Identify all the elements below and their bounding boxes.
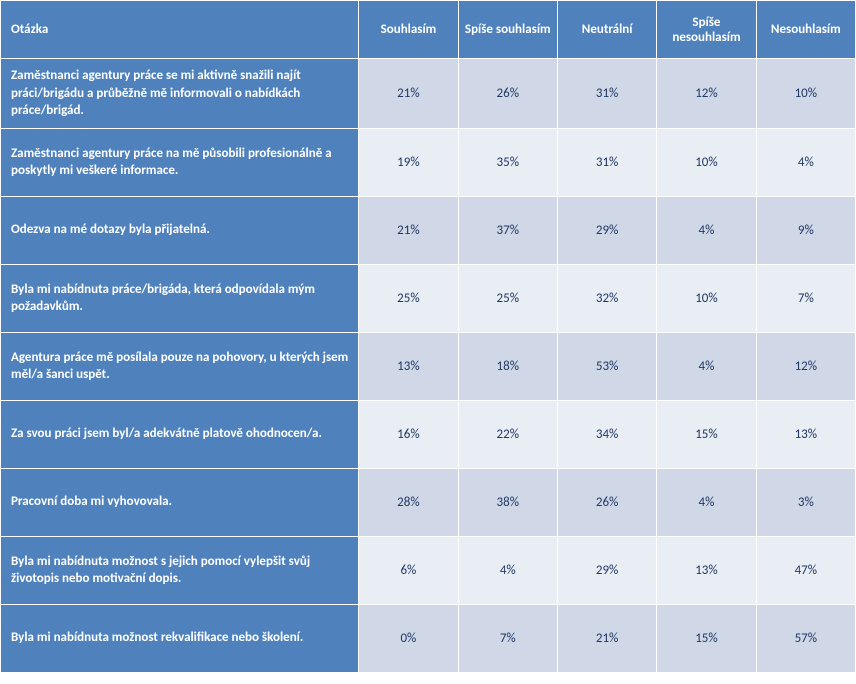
value-cell: 6% (359, 536, 458, 604)
value-cell: 21% (359, 196, 458, 264)
value-cell: 15% (657, 604, 756, 672)
survey-table: Otázka Souhlasím Spíše souhlasím Neutrál… (0, 0, 856, 673)
value-cell: 16% (359, 400, 458, 468)
value-cell: 18% (458, 332, 557, 400)
table-row: Zaměstnanci agentury práce na mě působil… (1, 128, 856, 196)
value-cell: 4% (657, 332, 756, 400)
value-cell: 12% (657, 59, 756, 129)
value-cell: 37% (458, 196, 557, 264)
question-cell: Byla mi nabídnuta možnost rekvalifikace … (1, 604, 359, 672)
value-cell: 13% (359, 332, 458, 400)
table-row: Byla mi nabídnuta možnost s jejich pomoc… (1, 536, 856, 604)
col-header-neutral: Neutrální (557, 1, 656, 59)
value-cell: 10% (756, 59, 855, 129)
table-row: Pracovní doba mi vyhovovala. 28% 38% 26%… (1, 468, 856, 536)
table-row: Byla mi nabídnuta práce/brigáda, která o… (1, 264, 856, 332)
survey-table-body: Zaměstnanci agentury práce se mi aktivně… (1, 59, 856, 673)
question-cell: Zaměstnanci agentury práce se mi aktivně… (1, 59, 359, 129)
value-cell: 22% (458, 400, 557, 468)
col-header-disagree: Nesouhlasím (756, 1, 855, 59)
value-cell: 10% (657, 128, 756, 196)
value-cell: 19% (359, 128, 458, 196)
value-cell: 31% (557, 128, 656, 196)
value-cell: 47% (756, 536, 855, 604)
value-cell: 32% (557, 264, 656, 332)
value-cell: 38% (458, 468, 557, 536)
value-cell: 7% (458, 604, 557, 672)
value-cell: 4% (458, 536, 557, 604)
value-cell: 26% (557, 468, 656, 536)
col-header-rather-agree: Spíše souhlasím (458, 1, 557, 59)
value-cell: 4% (657, 468, 756, 536)
value-cell: 15% (657, 400, 756, 468)
value-cell: 12% (756, 332, 855, 400)
value-cell: 57% (756, 604, 855, 672)
value-cell: 28% (359, 468, 458, 536)
col-header-rather-disagree: Spíše nesouhlasím (657, 1, 756, 59)
value-cell: 53% (557, 332, 656, 400)
header-row: Otázka Souhlasím Spíše souhlasím Neutrál… (1, 1, 856, 59)
table-row: Agentura práce mě posílala pouze na poho… (1, 332, 856, 400)
question-cell: Odezva na mé dotazy byla přijatelná. (1, 196, 359, 264)
value-cell: 9% (756, 196, 855, 264)
value-cell: 29% (557, 196, 656, 264)
value-cell: 29% (557, 536, 656, 604)
value-cell: 0% (359, 604, 458, 672)
survey-table-container: Otázka Souhlasím Spíše souhlasím Neutrál… (0, 0, 856, 673)
table-row: Zaměstnanci agentury práce se mi aktivně… (1, 59, 856, 129)
value-cell: 25% (458, 264, 557, 332)
value-cell: 25% (359, 264, 458, 332)
value-cell: 4% (756, 128, 855, 196)
question-cell: Zaměstnanci agentury práce na mě působil… (1, 128, 359, 196)
value-cell: 7% (756, 264, 855, 332)
value-cell: 3% (756, 468, 855, 536)
value-cell: 31% (557, 59, 656, 129)
col-header-agree: Souhlasím (359, 1, 458, 59)
value-cell: 13% (756, 400, 855, 468)
question-cell: Za svou práci jsem byl/a adekvátně plato… (1, 400, 359, 468)
question-cell: Byla mi nabídnuta práce/brigáda, která o… (1, 264, 359, 332)
value-cell: 21% (557, 604, 656, 672)
question-cell: Agentura práce mě posílala pouze na poho… (1, 332, 359, 400)
value-cell: 10% (657, 264, 756, 332)
question-cell: Pracovní doba mi vyhovovala. (1, 468, 359, 536)
col-header-question: Otázka (1, 1, 359, 59)
value-cell: 26% (458, 59, 557, 129)
value-cell: 4% (657, 196, 756, 264)
value-cell: 34% (557, 400, 656, 468)
table-row: Za svou práci jsem byl/a adekvátně plato… (1, 400, 856, 468)
table-row: Odezva na mé dotazy byla přijatelná. 21%… (1, 196, 856, 264)
value-cell: 35% (458, 128, 557, 196)
question-cell: Byla mi nabídnuta možnost s jejich pomoc… (1, 536, 359, 604)
value-cell: 21% (359, 59, 458, 129)
value-cell: 13% (657, 536, 756, 604)
table-row: Byla mi nabídnuta možnost rekvalifikace … (1, 604, 856, 672)
